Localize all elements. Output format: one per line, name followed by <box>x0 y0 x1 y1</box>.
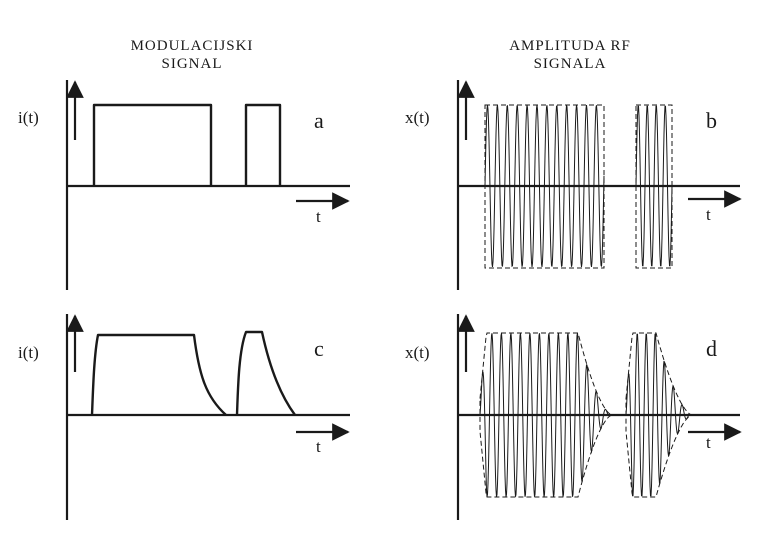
panel-b: x(t) t b <box>405 80 742 290</box>
left-title-line1: MODULACIJSKI <box>131 38 254 54</box>
panel-d-t-label: t <box>706 433 711 452</box>
panel-b-y-label: x(t) <box>405 108 430 127</box>
panel-c-pulse-2 <box>235 330 296 416</box>
panel-c: i(t) t c <box>18 314 350 520</box>
panel-b-envelope-2 <box>635 104 673 269</box>
panel-d-letter: d <box>706 336 717 361</box>
panel-a-pulse-1 <box>92 103 213 186</box>
panel-b-carrier-burst-1 <box>484 104 605 268</box>
panel-a-t-label: t <box>316 207 321 226</box>
panel-d-carrier-burst-2 <box>625 333 693 497</box>
left-title-line2: SIGNAL <box>162 56 223 72</box>
panel-b-t-label: t <box>706 205 711 224</box>
panel-a: i(t) t a <box>18 80 350 290</box>
panel-c-letter: c <box>314 336 324 361</box>
panel-b-letter: b <box>706 108 717 133</box>
panel-d-y-label: x(t) <box>405 343 430 362</box>
right-title-line2: SIGNALA <box>534 56 607 72</box>
panel-d-carrier-burst-1 <box>479 333 613 497</box>
panel-d: x(t) t d <box>405 314 742 520</box>
panel-b-carrier-burst-2 <box>635 105 673 267</box>
panel-a-letter: a <box>314 108 324 133</box>
panel-c-y-label: i(t) <box>18 343 39 362</box>
right-title-line1: AMPLITUDA RF <box>509 38 631 54</box>
panel-a-pulse-2 <box>244 103 282 186</box>
panel-d-envelope-1 <box>479 332 614 498</box>
panel-c-t-label: t <box>316 437 321 456</box>
panel-c-pulse-1 <box>90 333 227 416</box>
panel-a-y-label: i(t) <box>18 108 39 127</box>
